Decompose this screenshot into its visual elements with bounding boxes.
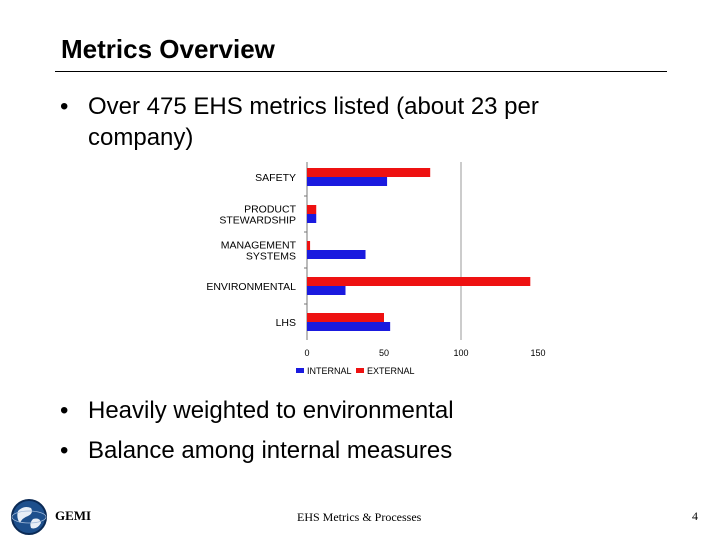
bullet-item-internal: • Balance among internal measures <box>60 435 660 467</box>
bar-external <box>307 313 384 322</box>
bar-internal <box>307 177 388 186</box>
category-label: SYSTEMS <box>246 251 296 263</box>
x-tick-label: 100 <box>453 348 468 358</box>
bullet-symbol: • <box>60 93 69 120</box>
bar-internal <box>307 214 317 223</box>
category-label: MANAGEMENT <box>221 240 297 252</box>
category-label: PRODUCT <box>244 204 297 216</box>
category-label: SAFETY <box>255 172 296 184</box>
bar-external <box>307 277 531 286</box>
legend-label-internal: INTERNAL <box>307 366 352 376</box>
category-label: LHS <box>276 317 296 329</box>
bar-internal <box>307 250 366 259</box>
bar-internal <box>307 286 346 295</box>
bar-external <box>307 168 431 177</box>
legend-label-external: EXTERNAL <box>367 366 415 376</box>
category-label: ENVIRONMENTAL <box>206 281 296 293</box>
bullet-text: Over 475 EHS metrics listed (about 23 pe… <box>88 93 539 151</box>
bullet-text: Heavily weighted to environmental <box>88 397 454 424</box>
category-label: STEWARDSHIP <box>219 215 296 227</box>
bar-external <box>307 241 311 250</box>
slide-title: Metrics Overview <box>61 34 275 64</box>
page-number: 4 <box>692 509 698 523</box>
x-tick-label: 150 <box>530 348 545 358</box>
x-tick-label: 0 <box>304 348 309 358</box>
bar-internal <box>307 322 391 331</box>
footer-title: EHS Metrics & Processes <box>297 510 422 524</box>
gemi-globe-logo <box>11 499 47 535</box>
bullet-text: Balance among internal measures <box>88 437 453 464</box>
gemi-logo-text: GEMI <box>55 508 92 523</box>
title-divider <box>55 71 667 72</box>
x-tick-label: 50 <box>379 348 389 358</box>
legend-swatch-internal <box>296 368 304 373</box>
bullet-symbol: • <box>60 397 69 424</box>
legend-swatch-external <box>356 368 364 373</box>
bullet-item-environmental: • Heavily weighted to environmental <box>60 395 660 427</box>
bullet-symbol: • <box>60 437 69 464</box>
bar-external <box>307 205 317 214</box>
bullet-item-metrics-count: • Over 475 EHS metrics listed (about 23 … <box>60 91 660 155</box>
